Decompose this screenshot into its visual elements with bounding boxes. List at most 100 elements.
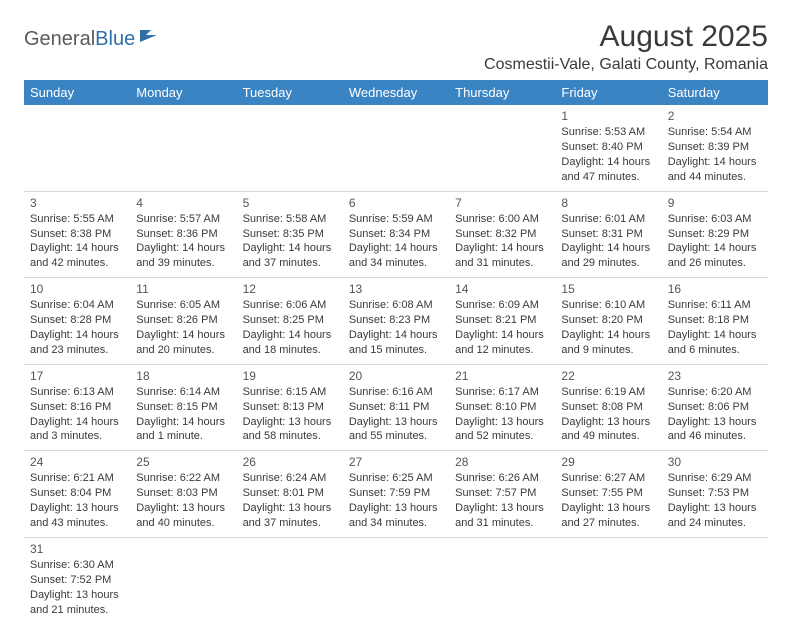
sunrise-text: Sunrise: 6:29 AM (668, 471, 762, 486)
sunrise-text: Sunrise: 6:13 AM (30, 385, 124, 400)
sunset-text: Sunset: 8:06 PM (668, 400, 762, 415)
sunrise-text: Sunrise: 6:14 AM (136, 385, 230, 400)
flag-icon (139, 27, 161, 50)
day-number: 10 (30, 281, 124, 297)
calendar-cell: 5Sunrise: 5:58 AMSunset: 8:35 PMDaylight… (237, 191, 343, 278)
day-number: 15 (561, 281, 655, 297)
calendar-cell: 11Sunrise: 6:05 AMSunset: 8:26 PMDayligh… (130, 278, 236, 365)
sunrise-text: Sunrise: 5:58 AM (243, 212, 337, 227)
calendar-cell: 18Sunrise: 6:14 AMSunset: 8:15 PMDayligh… (130, 364, 236, 451)
sunrise-text: Sunrise: 6:26 AM (455, 471, 549, 486)
daylight-text: Daylight: 14 hours and 39 minutes. (136, 241, 230, 271)
daylight-text: Daylight: 14 hours and 15 minutes. (349, 328, 443, 358)
calendar-cell: 7Sunrise: 6:00 AMSunset: 8:32 PMDaylight… (449, 191, 555, 278)
sunset-text: Sunset: 7:55 PM (561, 486, 655, 501)
day-number: 18 (136, 368, 230, 384)
daylight-text: Daylight: 13 hours and 31 minutes. (455, 501, 549, 531)
calendar-head: SundayMondayTuesdayWednesdayThursdayFrid… (24, 80, 768, 105)
sunset-text: Sunset: 8:31 PM (561, 227, 655, 242)
sunset-text: Sunset: 8:25 PM (243, 313, 337, 328)
calendar-row: 10Sunrise: 6:04 AMSunset: 8:28 PMDayligh… (24, 278, 768, 365)
sunrise-text: Sunrise: 6:21 AM (30, 471, 124, 486)
day-number: 20 (349, 368, 443, 384)
sunrise-text: Sunrise: 6:20 AM (668, 385, 762, 400)
daylight-text: Daylight: 13 hours and 49 minutes. (561, 415, 655, 445)
sunset-text: Sunset: 8:20 PM (561, 313, 655, 328)
daylight-text: Daylight: 13 hours and 40 minutes. (136, 501, 230, 531)
day-number: 25 (136, 454, 230, 470)
calendar-cell: 15Sunrise: 6:10 AMSunset: 8:20 PMDayligh… (555, 278, 661, 365)
sunrise-text: Sunrise: 6:05 AM (136, 298, 230, 313)
calendar-cell: 9Sunrise: 6:03 AMSunset: 8:29 PMDaylight… (662, 191, 768, 278)
sunset-text: Sunset: 7:59 PM (349, 486, 443, 501)
sunrise-text: Sunrise: 6:11 AM (668, 298, 762, 313)
daylight-text: Daylight: 13 hours and 21 minutes. (30, 588, 124, 618)
sunset-text: Sunset: 8:11 PM (349, 400, 443, 415)
calendar-cell (130, 105, 236, 191)
calendar-cell: 26Sunrise: 6:24 AMSunset: 8:01 PMDayligh… (237, 451, 343, 538)
day-number: 19 (243, 368, 337, 384)
day-number: 16 (668, 281, 762, 297)
weekday-header: Saturday (662, 80, 768, 105)
calendar-cell: 27Sunrise: 6:25 AMSunset: 7:59 PMDayligh… (343, 451, 449, 538)
calendar-cell: 31Sunrise: 6:30 AMSunset: 7:52 PMDayligh… (24, 537, 130, 623)
daylight-text: Daylight: 14 hours and 12 minutes. (455, 328, 549, 358)
sunset-text: Sunset: 7:57 PM (455, 486, 549, 501)
calendar-cell (237, 105, 343, 191)
logo-text-blue: Blue (95, 28, 135, 51)
daylight-text: Daylight: 14 hours and 42 minutes. (30, 241, 124, 271)
sunrise-text: Sunrise: 5:53 AM (561, 125, 655, 140)
sunset-text: Sunset: 8:15 PM (136, 400, 230, 415)
calendar-cell: 4Sunrise: 5:57 AMSunset: 8:36 PMDaylight… (130, 191, 236, 278)
daylight-text: Daylight: 14 hours and 3 minutes. (30, 415, 124, 445)
sunset-text: Sunset: 8:40 PM (561, 140, 655, 155)
daylight-text: Daylight: 13 hours and 24 minutes. (668, 501, 762, 531)
sunrise-text: Sunrise: 6:09 AM (455, 298, 549, 313)
sunrise-text: Sunrise: 6:19 AM (561, 385, 655, 400)
sunset-text: Sunset: 8:18 PM (668, 313, 762, 328)
sunrise-text: Sunrise: 6:30 AM (30, 558, 124, 573)
day-number: 12 (243, 281, 337, 297)
daylight-text: Daylight: 14 hours and 18 minutes. (243, 328, 337, 358)
calendar-cell: 22Sunrise: 6:19 AMSunset: 8:08 PMDayligh… (555, 364, 661, 451)
day-number: 28 (455, 454, 549, 470)
day-number: 14 (455, 281, 549, 297)
location-subtitle: Cosmestii-Vale, Galati County, Romania (484, 56, 768, 74)
daylight-text: Daylight: 14 hours and 29 minutes. (561, 241, 655, 271)
day-number: 23 (668, 368, 762, 384)
daylight-text: Daylight: 13 hours and 52 minutes. (455, 415, 549, 445)
day-number: 21 (455, 368, 549, 384)
daylight-text: Daylight: 14 hours and 47 minutes. (561, 155, 655, 185)
sunset-text: Sunset: 8:04 PM (30, 486, 124, 501)
day-number: 1 (561, 108, 655, 124)
daylight-text: Daylight: 13 hours and 55 minutes. (349, 415, 443, 445)
day-number: 7 (455, 195, 549, 211)
day-number: 4 (136, 195, 230, 211)
sunset-text: Sunset: 8:26 PM (136, 313, 230, 328)
sunset-text: Sunset: 7:53 PM (668, 486, 762, 501)
daylight-text: Daylight: 14 hours and 31 minutes. (455, 241, 549, 271)
sunset-text: Sunset: 8:13 PM (243, 400, 337, 415)
sunrise-text: Sunrise: 6:01 AM (561, 212, 655, 227)
daylight-text: Daylight: 14 hours and 9 minutes. (561, 328, 655, 358)
calendar-cell: 12Sunrise: 6:06 AMSunset: 8:25 PMDayligh… (237, 278, 343, 365)
calendar-cell: 29Sunrise: 6:27 AMSunset: 7:55 PMDayligh… (555, 451, 661, 538)
sunrise-text: Sunrise: 5:54 AM (668, 125, 762, 140)
calendar-row: 1Sunrise: 5:53 AMSunset: 8:40 PMDaylight… (24, 105, 768, 191)
calendar-table: SundayMondayTuesdayWednesdayThursdayFrid… (24, 80, 768, 623)
calendar-cell (343, 537, 449, 623)
sunset-text: Sunset: 8:28 PM (30, 313, 124, 328)
calendar-cell: 8Sunrise: 6:01 AMSunset: 8:31 PMDaylight… (555, 191, 661, 278)
day-number: 26 (243, 454, 337, 470)
sunrise-text: Sunrise: 6:22 AM (136, 471, 230, 486)
sunrise-text: Sunrise: 6:06 AM (243, 298, 337, 313)
weekday-header: Tuesday (237, 80, 343, 105)
day-number: 9 (668, 195, 762, 211)
sunrise-text: Sunrise: 6:17 AM (455, 385, 549, 400)
weekday-header: Friday (555, 80, 661, 105)
daylight-text: Daylight: 14 hours and 20 minutes. (136, 328, 230, 358)
calendar-cell (237, 537, 343, 623)
sunrise-text: Sunrise: 5:57 AM (136, 212, 230, 227)
weekday-header: Thursday (449, 80, 555, 105)
daylight-text: Daylight: 14 hours and 26 minutes. (668, 241, 762, 271)
